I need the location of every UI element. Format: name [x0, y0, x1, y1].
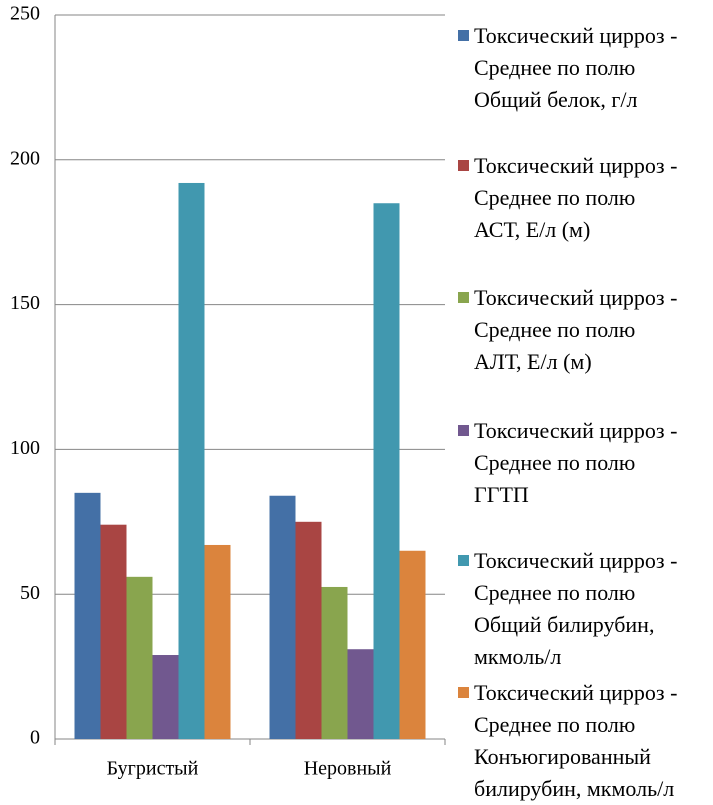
bar	[269, 495, 296, 739]
legend-label: Токсический цирроз - Среднее по полю Общ…	[474, 548, 678, 669]
bar	[295, 521, 322, 739]
bar	[204, 544, 231, 739]
y-tick-label: 150	[10, 292, 40, 314]
bar	[178, 182, 205, 739]
y-tick-label: 0	[30, 727, 40, 749]
x-tick-label: Неровный	[304, 758, 392, 780]
y-tick-label: 50	[20, 582, 40, 604]
legend-swatch	[458, 555, 469, 566]
legend-label: Токсический цирроз - Среднее по полю АЛТ…	[474, 285, 678, 374]
bar	[321, 586, 348, 739]
y-tick-label: 250	[10, 3, 40, 25]
legend-swatch	[458, 425, 469, 436]
y-tick-label: 100	[10, 437, 40, 459]
legend-swatch	[458, 292, 469, 303]
legend-swatch	[458, 160, 469, 171]
y-tick-label: 200	[10, 147, 40, 169]
bar	[152, 655, 179, 739]
legend-swatch	[458, 30, 469, 41]
x-tick-label: Бугристый	[107, 758, 199, 780]
bar	[74, 492, 101, 739]
legend-swatch	[458, 687, 469, 698]
legend-label: Токсический цирроз - Среднее по полю Общ…	[474, 23, 678, 112]
legend-label: Токсический цирроз - Среднее по полю АСТ…	[474, 153, 678, 242]
legend-label: Токсический цирроз - Среднее по полю ГГТ…	[474, 418, 678, 507]
bar	[100, 524, 127, 739]
legend-label: Токсический цирроз - Среднее по полю Кон…	[474, 680, 678, 801]
bar	[347, 649, 374, 739]
bar	[399, 550, 426, 739]
bar	[126, 576, 153, 739]
bar	[373, 203, 400, 740]
